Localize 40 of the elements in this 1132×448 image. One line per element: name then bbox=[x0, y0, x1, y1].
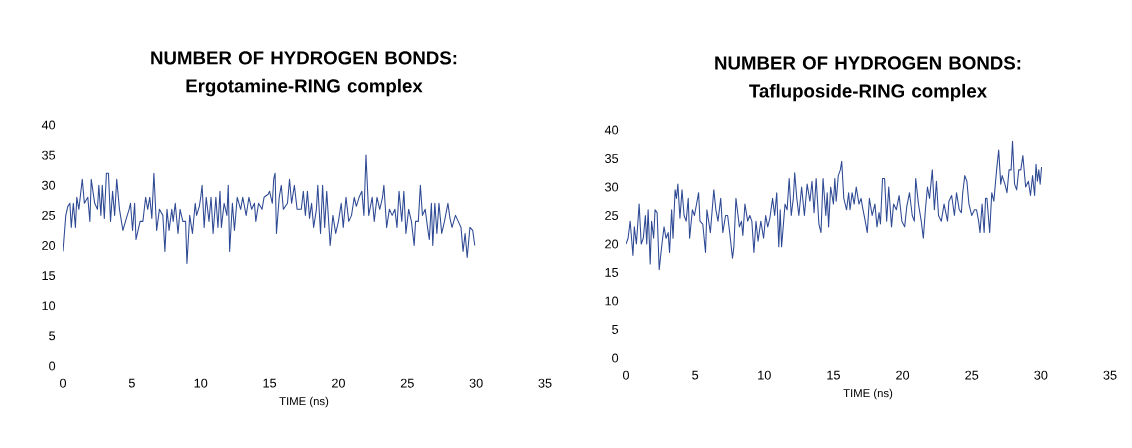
chart-title: NUMBER OF HYDROGEN BONDS: Ergotamine-RING complex bbox=[151, 51, 457, 97]
y-tick-label: 10 bbox=[42, 301, 56, 311]
y-tick-label: 10 bbox=[605, 296, 619, 306]
x-tick-label: 25 bbox=[965, 370, 979, 380]
x-tick-label: 35 bbox=[538, 378, 552, 388]
y-tick-label: 25 bbox=[42, 210, 56, 220]
y-tick-label: 0 bbox=[49, 361, 56, 371]
y-tick-label: 35 bbox=[605, 154, 619, 163]
x-tick-label: 20 bbox=[332, 378, 345, 388]
x-tick-label: 10 bbox=[194, 378, 208, 388]
x-tick-label: 25 bbox=[400, 378, 414, 388]
x-tick-label: 30 bbox=[469, 378, 483, 388]
y-tick-label: 20 bbox=[605, 239, 619, 249]
x-tick-label: 35 bbox=[1103, 370, 1117, 380]
x-axis-title: TIME (ns) bbox=[843, 388, 893, 400]
x-tick-label: 0 bbox=[59, 378, 67, 388]
x-tick-label: 0 bbox=[622, 370, 630, 380]
y-tick-label: 15 bbox=[42, 271, 56, 281]
y-tick-label: 40 bbox=[604, 125, 619, 135]
y-tick-label: 5 bbox=[612, 325, 619, 334]
y-tick-label: 15 bbox=[605, 268, 619, 277]
chart-title: NUMBER OF HYDROGEN BONDS: Tafluposide-RING complex bbox=[715, 56, 1021, 102]
y-tick-label: 30 bbox=[605, 182, 619, 192]
line-series bbox=[63, 154, 476, 265]
y-tick-label: 25 bbox=[605, 211, 619, 220]
x-tick-label: 30 bbox=[1034, 370, 1048, 380]
y-tick-label: 0 bbox=[612, 353, 619, 363]
x-tick-label: 5 bbox=[692, 370, 699, 380]
y-tick-label: 35 bbox=[42, 150, 56, 160]
x-tick-label: 20 bbox=[896, 370, 910, 380]
x-tick-label: 15 bbox=[263, 378, 277, 388]
x-tick-label: 10 bbox=[758, 370, 771, 380]
y-tick-label: 20 bbox=[42, 241, 56, 250]
y-tick-label: 40 bbox=[41, 120, 56, 130]
x-tick-label: 15 bbox=[827, 370, 840, 380]
y-tick-label: 30 bbox=[42, 180, 56, 190]
x-tick-label: 5 bbox=[128, 378, 135, 388]
x-axis-title: TIME (ns) bbox=[279, 396, 329, 408]
y-tick-label: 5 bbox=[49, 331, 56, 341]
line-series bbox=[626, 140, 1043, 271]
